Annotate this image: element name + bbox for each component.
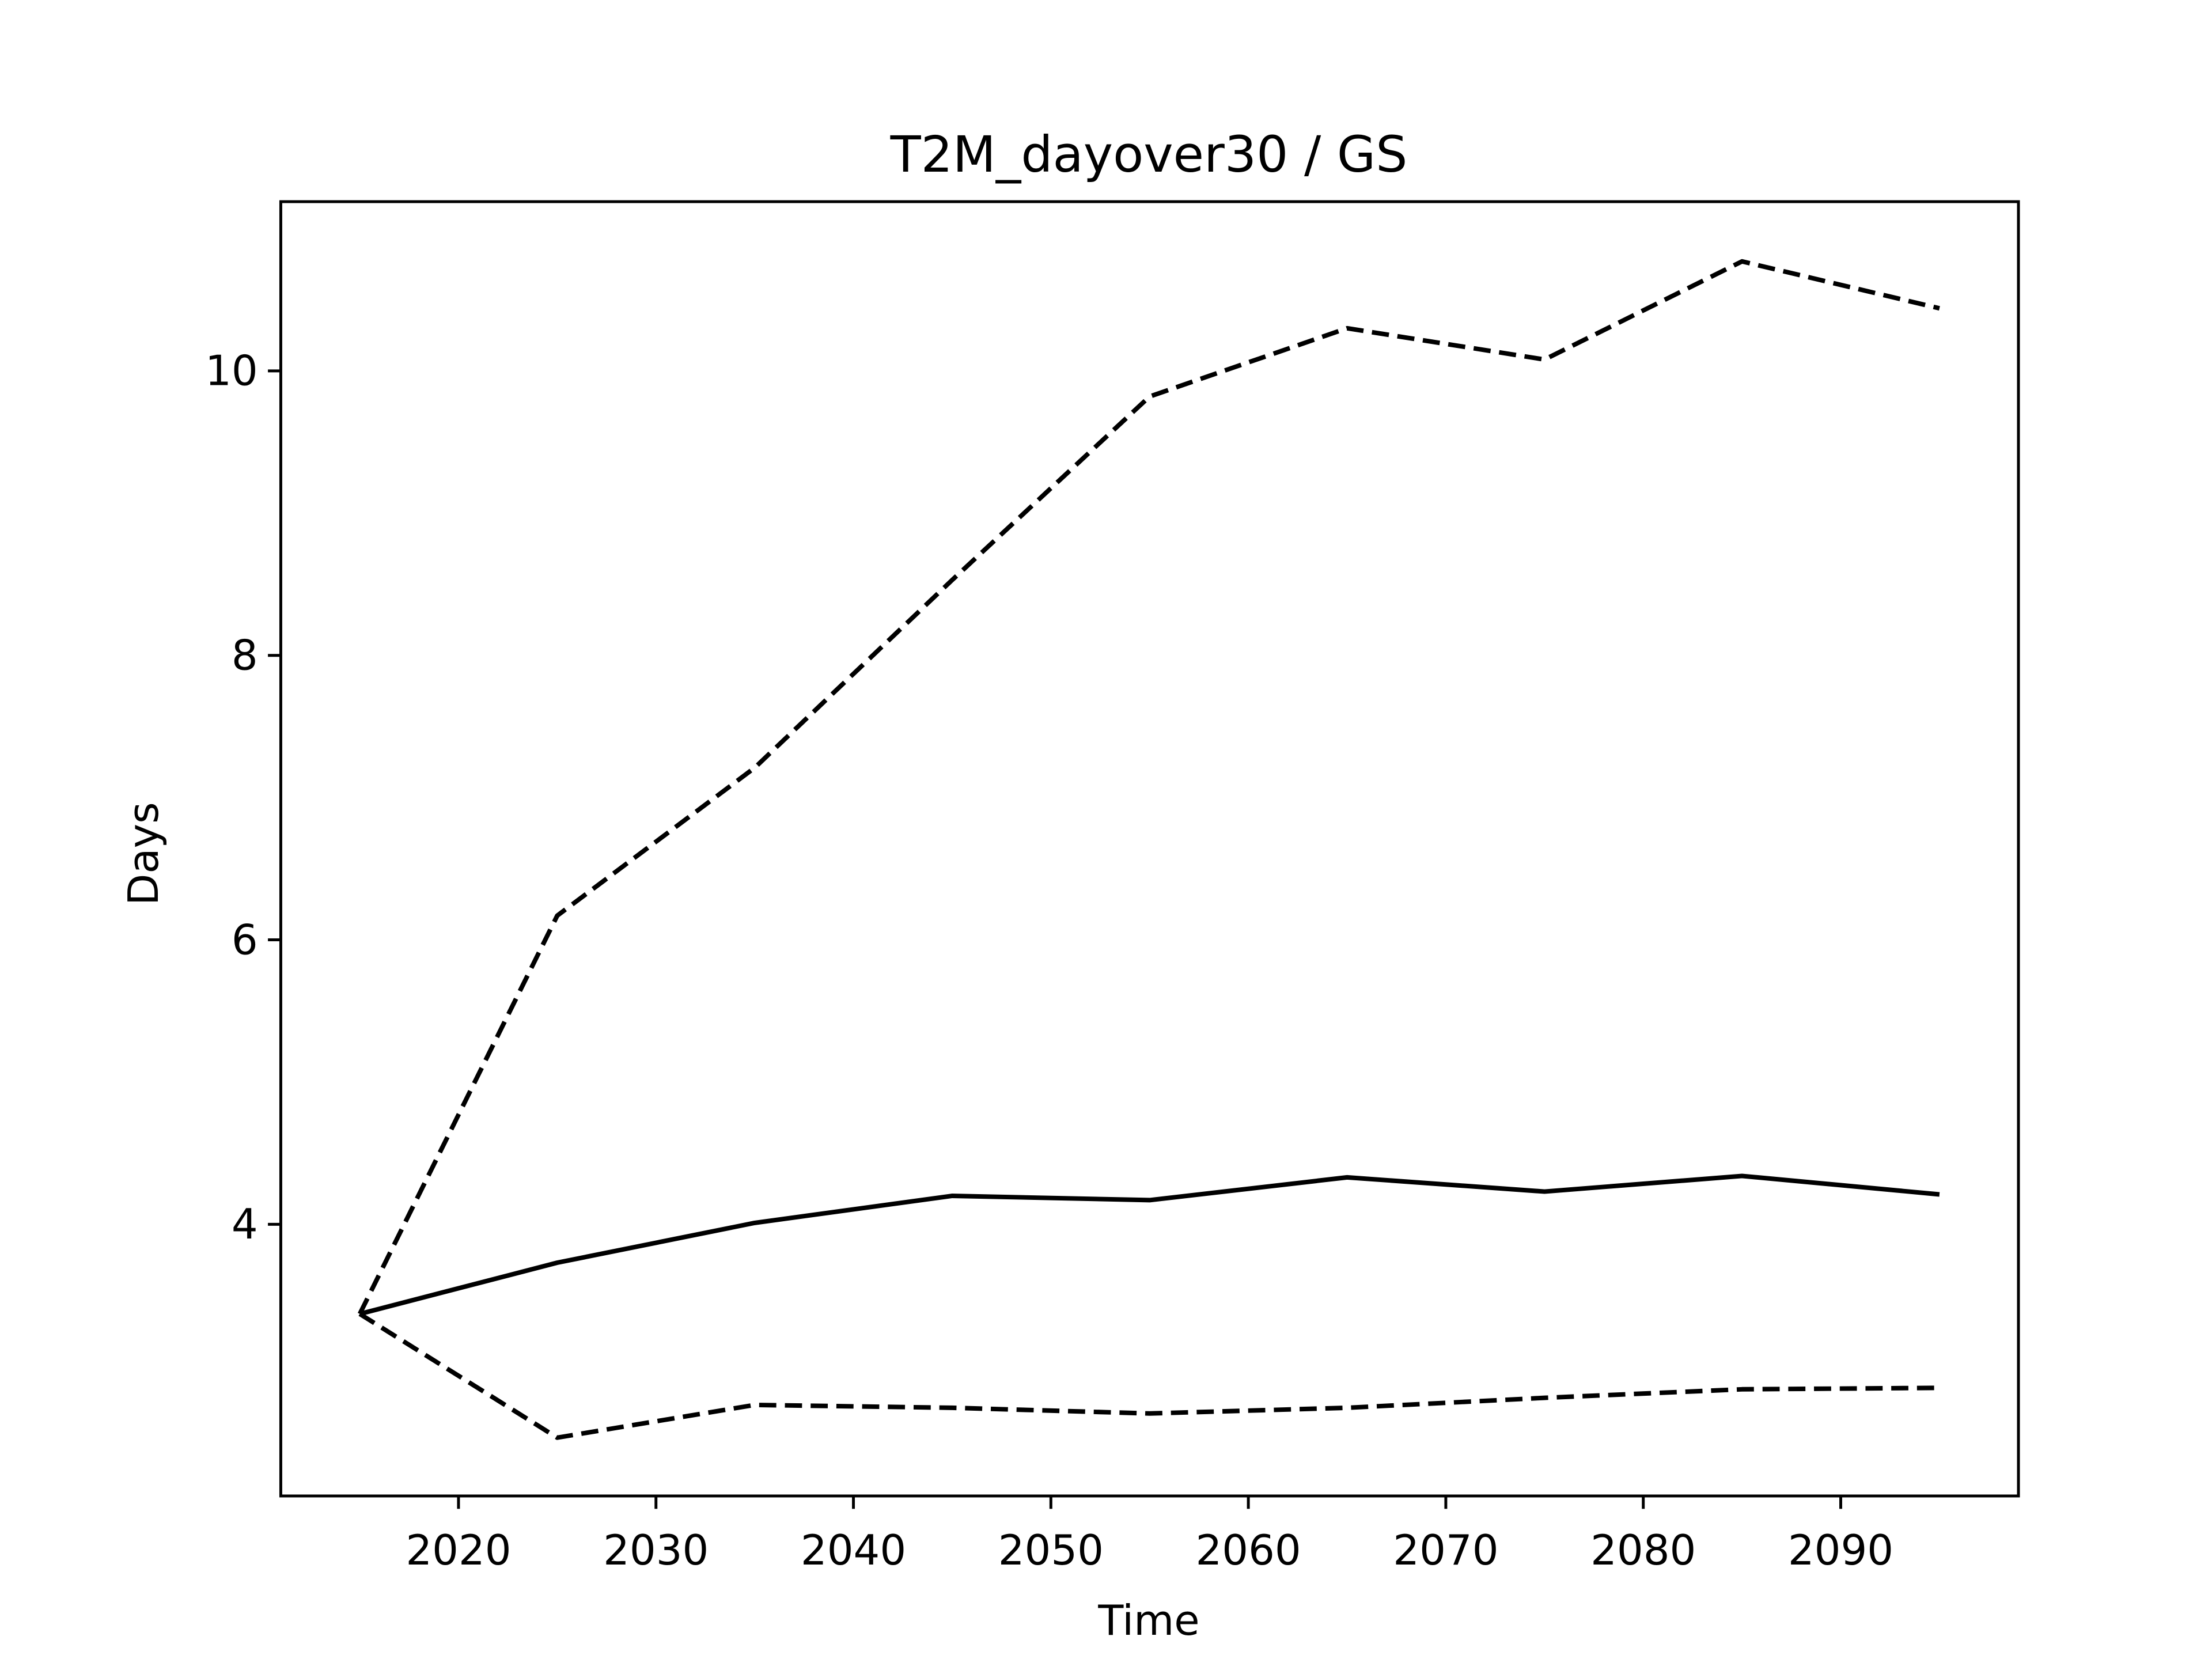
x-axis-label: Time — [1097, 1596, 1199, 1645]
y-tick-label: 10 — [205, 347, 258, 395]
x-tick-label: 2090 — [1788, 1526, 1893, 1574]
data-line — [358, 1312, 1940, 1440]
y-tick-label: 6 — [232, 915, 258, 964]
x-tick-label: 2070 — [1393, 1526, 1498, 1574]
y-tick-label: 4 — [232, 1200, 258, 1248]
y-tick-label: 8 — [232, 631, 258, 680]
data-line — [358, 259, 1940, 1315]
plot-frame — [279, 200, 2020, 1498]
x-tick-label: 2080 — [1590, 1526, 1696, 1574]
x-tick-label: 2050 — [998, 1526, 1104, 1574]
x-tick-label: 2030 — [603, 1526, 709, 1574]
x-tick-label: 2040 — [801, 1526, 906, 1574]
y-axis-label: Days — [119, 802, 168, 906]
x-tick-label: 2020 — [406, 1526, 511, 1574]
x-tick-label: 2060 — [1196, 1526, 1301, 1574]
chart-title: T2M_dayover30 / GS — [890, 126, 1408, 184]
data-line — [359, 1173, 1940, 1316]
